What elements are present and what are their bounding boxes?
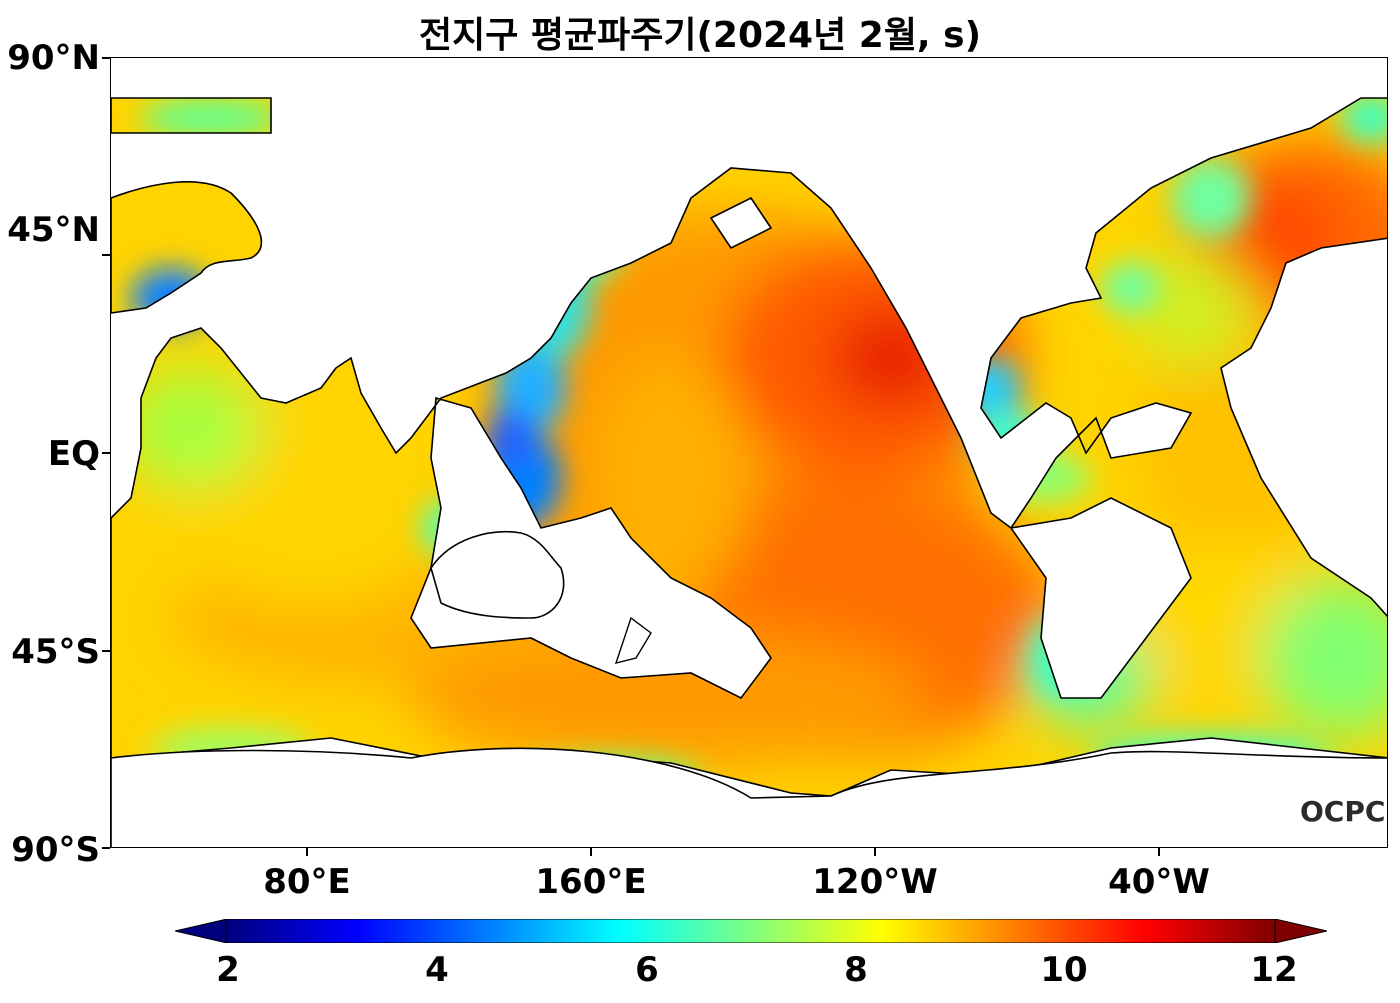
y-tick-mark xyxy=(102,650,110,652)
colorbar-tick-12: 12 xyxy=(1250,950,1298,990)
colorbar xyxy=(174,918,1328,944)
antarctica xyxy=(111,747,1387,847)
map-canvas xyxy=(111,97,1387,847)
x-tick-mark xyxy=(874,848,876,856)
colorbar-extend-low xyxy=(174,918,228,944)
ocpc-logo: OCPC xyxy=(1300,795,1386,828)
x-tick-mark xyxy=(590,848,592,856)
colorbar-tick-2: 2 xyxy=(216,950,240,990)
y-tick-mark xyxy=(102,452,110,454)
x-tick-label-40w: 40°W xyxy=(1108,862,1210,902)
y-tick-label-90s: 90°S xyxy=(11,830,100,870)
x-tick-mark xyxy=(1158,848,1160,856)
colorbar-tick-4: 4 xyxy=(425,950,449,990)
australia xyxy=(430,530,565,619)
colorbar-tick-10: 10 xyxy=(1040,950,1088,990)
y-tick-label-90n: 90°N xyxy=(7,38,100,78)
y-tick-mark xyxy=(102,57,110,59)
x-tick-label-120w: 120°W xyxy=(812,862,938,902)
new-zealand xyxy=(614,616,652,664)
y-tick-mark xyxy=(102,847,110,849)
ocean-field xyxy=(111,98,1387,796)
y-tick-label-45s: 45°S xyxy=(11,632,100,672)
y-tick-label-45n: 45°N xyxy=(7,210,100,250)
x-tick-mark xyxy=(306,848,308,856)
y-tick-label-eq: EQ xyxy=(47,434,100,474)
colorbar-tick-6: 6 xyxy=(635,950,659,990)
x-tick-label-160e: 160°E xyxy=(535,862,647,902)
colorbar-svg xyxy=(174,918,1328,944)
colorbar-gradient xyxy=(226,918,1276,944)
colorbar-extend-high xyxy=(1274,918,1328,944)
colorbar-tick-8: 8 xyxy=(844,950,868,990)
y-tick-mark xyxy=(102,254,110,256)
wave-period-map xyxy=(110,57,1388,848)
x-tick-label-80e: 80°E xyxy=(263,862,351,902)
map-title: 전지구 평균파주기(2024년 2월, s) xyxy=(418,15,982,56)
